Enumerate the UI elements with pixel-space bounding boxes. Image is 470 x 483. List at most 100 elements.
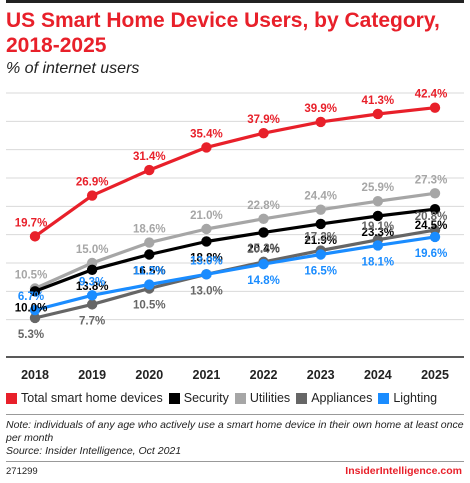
- data-label-total: 19.7%: [15, 217, 48, 229]
- data-label-lighting: 6.7%: [18, 291, 44, 303]
- legend-label-total: Total smart home devices: [21, 391, 163, 405]
- data-point-utilities: [372, 196, 384, 207]
- data-point-lighting: [429, 231, 441, 243]
- x-tick-label: 2023: [307, 368, 335, 382]
- x-tick-label: 2021: [193, 368, 221, 382]
- data-label-security: 10.0%: [15, 302, 48, 314]
- data-point-security: [86, 264, 98, 275]
- data-label-security: 24.5%: [415, 220, 448, 232]
- x-tick-label: 2018: [21, 368, 49, 382]
- data-label-security: 23.3%: [362, 227, 395, 239]
- data-point-utilities: [144, 237, 155, 248]
- data-label-total: 41.3%: [362, 95, 395, 107]
- data-label-security: 13.8%: [76, 281, 109, 293]
- data-label-total: 31.4%: [133, 151, 166, 163]
- data-point-total: [315, 116, 326, 128]
- data-point-security: [258, 227, 269, 238]
- data-label-security: 20.4%: [247, 243, 280, 255]
- data-label-total: 42.4%: [415, 89, 448, 101]
- data-label-lighting: 16.5%: [304, 266, 337, 278]
- legend-item-total: Total smart home devices: [6, 391, 163, 405]
- series-line-total: [34, 106, 436, 238]
- legend-label-appliances: Appliances: [311, 391, 373, 405]
- data-label-utilities: 10.5%: [15, 270, 48, 282]
- x-tick-label: 2020: [135, 368, 163, 382]
- data-label-lighting: 14.8%: [247, 275, 280, 287]
- chart-title: US Smart Home Device Users, by Category,…: [6, 9, 440, 57]
- data-point-total: [372, 108, 384, 120]
- legend-item-lighting: Lighting: [378, 391, 437, 405]
- data-label-appliances: 5.3%: [18, 329, 44, 341]
- legend: Total smart home devices Security Utilit…: [6, 391, 468, 405]
- data-point-security: [201, 236, 212, 247]
- data-label-lighting: 13.0%: [190, 255, 223, 267]
- data-label-appliances: 13.0%: [190, 285, 223, 297]
- x-tick-label: 2019: [78, 368, 106, 382]
- series-line-lighting: [34, 235, 436, 312]
- data-label-lighting: 9.3%: [79, 276, 105, 288]
- data-point-lighting: [258, 258, 269, 270]
- data-point-total: [201, 142, 212, 153]
- data-point-lighting: [372, 240, 384, 251]
- data-label-security: 21.9%: [304, 235, 337, 247]
- data-label-total: 39.9%: [304, 103, 337, 115]
- chart-subtitle: % of internet users: [6, 60, 140, 77]
- top-rule: [6, 0, 464, 3]
- line-chart: 2018 2019 2020 2021 2022 2023 2024 2025 19.7% 26.…: [6, 89, 464, 382]
- data-label-appliances: 15.2%: [247, 243, 280, 255]
- series-line-security: [34, 207, 436, 293]
- legend-divider: [6, 414, 464, 415]
- legend-swatch-utilities: [234, 392, 246, 404]
- data-label-appliances: 10.5%: [133, 300, 166, 312]
- data-point-lighting: [201, 269, 212, 280]
- data-label-utilities: 27.3%: [415, 174, 448, 186]
- data-point-total: [429, 102, 441, 113]
- data-label-lighting: 18.1%: [362, 256, 395, 268]
- legend-item-appliances: Appliances: [296, 391, 372, 405]
- data-point-lighting: [86, 290, 98, 301]
- data-point-security: [144, 249, 155, 260]
- brand-link[interactable]: InsiderIntelligence.com: [345, 465, 462, 477]
- data-point-utilities: [258, 213, 269, 224]
- data-label-appliances: 19.1%: [362, 221, 395, 233]
- data-label-utilities: 24.4%: [304, 191, 337, 203]
- legend-label-lighting: Lighting: [393, 391, 438, 405]
- data-point-utilities: [201, 223, 212, 235]
- legend-item-utilities: Utilities: [234, 391, 291, 405]
- data-point-security: [315, 218, 326, 230]
- data-point-security: [429, 203, 441, 215]
- legend-swatch-lighting: [378, 392, 390, 404]
- chart-note: Note: individuals of any age who activel…: [6, 419, 464, 444]
- data-label-security: 16.5%: [133, 266, 166, 278]
- data-label-utilities: 25.9%: [362, 182, 395, 194]
- data-point-security: [372, 210, 384, 222]
- data-label-utilities: 18.6%: [133, 224, 166, 236]
- legend-swatch-security: [168, 392, 180, 404]
- legend-label-utilities: Utilities: [249, 391, 291, 405]
- x-tick-label: 2025: [421, 368, 449, 382]
- data-point-total: [29, 231, 41, 242]
- legend-swatch-total: [6, 392, 17, 404]
- x-tick-label: 2022: [250, 368, 278, 382]
- data-point-security: [29, 286, 41, 297]
- legend-item-security: Security: [168, 391, 229, 405]
- data-point-utilities: [315, 204, 326, 215]
- data-label-total: 37.9%: [247, 114, 280, 126]
- data-label-total: 26.9%: [76, 177, 109, 189]
- chart-id: 271299: [6, 466, 38, 477]
- data-point-total: [144, 164, 155, 176]
- data-point-appliances: [29, 312, 41, 324]
- legend-swatch-appliances: [296, 392, 308, 404]
- series-line-utilities: [34, 191, 436, 290]
- data-point-lighting: [315, 249, 326, 260]
- data-label-appliances: 17.2%: [304, 232, 337, 244]
- data-label-utilities: 21.0%: [190, 210, 223, 222]
- data-label-security: 18.8%: [190, 252, 223, 264]
- data-label-utilities: 22.8%: [247, 200, 280, 212]
- data-label-lighting: 19.6%: [415, 248, 448, 260]
- data-label-lighting: 11.2%: [133, 266, 165, 278]
- data-point-total: [86, 190, 98, 201]
- data-label-appliances: 20.8%: [415, 211, 448, 223]
- data-point-lighting: [29, 304, 41, 316]
- data-point-total: [258, 128, 269, 139]
